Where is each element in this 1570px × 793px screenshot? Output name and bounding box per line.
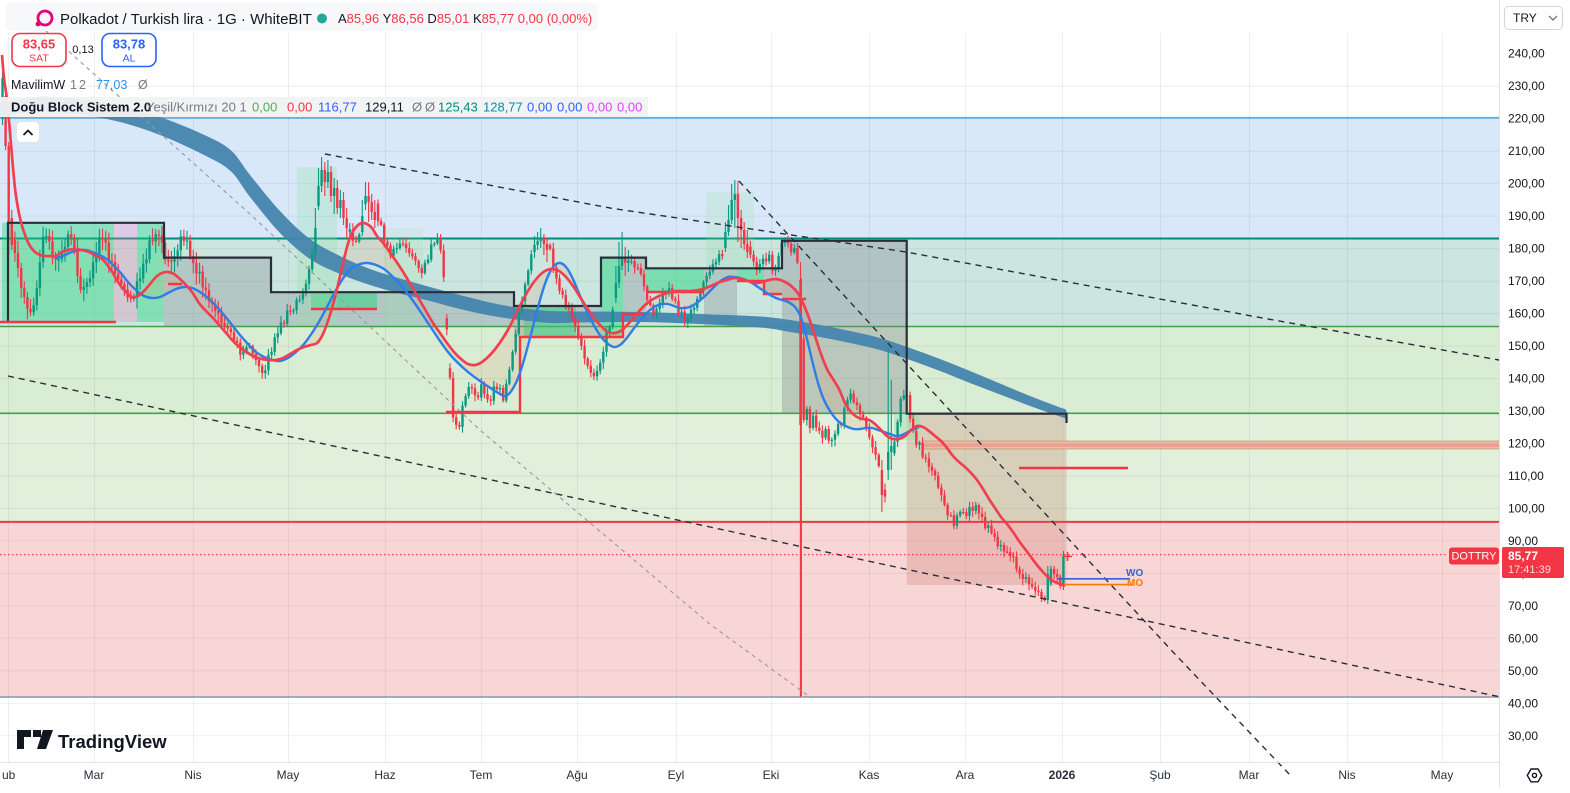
svg-text:70,00: 70,00 [1508, 599, 1538, 613]
svg-text:150,00: 150,00 [1508, 339, 1545, 353]
svg-text:100,00: 100,00 [1508, 501, 1545, 515]
svg-text:85,77: 85,77 [1508, 549, 1538, 563]
svg-text:Doğu Block Sistem 2.0Yeşil/Kır: Doğu Block Sistem 2.0Yeşil/Kırmızı 20 10… [11, 100, 642, 115]
svg-text:60,00: 60,00 [1508, 631, 1538, 645]
svg-text:MO: MO [1127, 578, 1143, 589]
svg-text:140,00: 140,00 [1508, 372, 1545, 386]
svg-text:May: May [277, 768, 300, 782]
svg-text:200,00: 200,00 [1508, 177, 1545, 191]
svg-text:Haz: Haz [374, 768, 395, 782]
svg-text:40,00: 40,00 [1508, 696, 1538, 710]
svg-text:50,00: 50,00 [1508, 664, 1538, 678]
svg-text:Kas: Kas [859, 768, 880, 782]
svg-text:DOTTRY: DOTTRY [1451, 551, 1497, 563]
svg-text:220,00: 220,00 [1508, 112, 1545, 126]
svg-text:0,13: 0,13 [72, 44, 93, 56]
svg-text:2026: 2026 [1049, 768, 1076, 782]
svg-text:Polkadot / Turkish lira · 1G ·: Polkadot / Turkish lira · 1G · WhiteBIT [60, 11, 312, 28]
svg-text:17:41:39: 17:41:39 [1508, 564, 1551, 576]
svg-text:83,65: 83,65 [23, 37, 56, 52]
svg-text:Eyl: Eyl [668, 768, 685, 782]
svg-text:Nis: Nis [184, 768, 201, 782]
svg-text:240,00: 240,00 [1508, 47, 1545, 61]
svg-text:Ara: Ara [956, 768, 975, 782]
svg-text:SAT: SAT [29, 53, 49, 65]
svg-text:230,00: 230,00 [1508, 79, 1545, 93]
svg-text:130,00: 130,00 [1508, 404, 1545, 418]
svg-text:170,00: 170,00 [1508, 274, 1545, 288]
svg-text:Eki: Eki [763, 768, 780, 782]
svg-text:Tem: Tem [470, 768, 493, 782]
svg-text:ub: ub [2, 768, 16, 782]
svg-text:AL: AL [123, 53, 136, 65]
svg-text:210,00: 210,00 [1508, 144, 1545, 158]
svg-text:Mar: Mar [1239, 768, 1260, 782]
svg-text:TradingView: TradingView [58, 731, 167, 752]
svg-text:Ağu: Ağu [566, 768, 587, 782]
svg-text:30,00: 30,00 [1508, 729, 1538, 743]
svg-text:180,00: 180,00 [1508, 242, 1545, 256]
svg-text:A85,96 Y86,56 D85,01 K85,77 0,: A85,96 Y86,56 D85,01 K85,77 0,00 (0,00%) [338, 11, 592, 26]
svg-text:83,78: 83,78 [113, 37, 146, 52]
svg-text:160,00: 160,00 [1508, 307, 1545, 321]
svg-text:Nis: Nis [1338, 768, 1355, 782]
svg-text:Şub: Şub [1149, 768, 1171, 782]
svg-text:190,00: 190,00 [1508, 209, 1545, 223]
svg-text:110,00: 110,00 [1508, 469, 1544, 483]
svg-text:TRY: TRY [1513, 11, 1537, 25]
svg-text:Mar: Mar [84, 768, 105, 782]
svg-text:120,00: 120,00 [1508, 437, 1545, 451]
svg-text:May: May [1431, 768, 1454, 782]
svg-text:90,00: 90,00 [1508, 534, 1538, 548]
